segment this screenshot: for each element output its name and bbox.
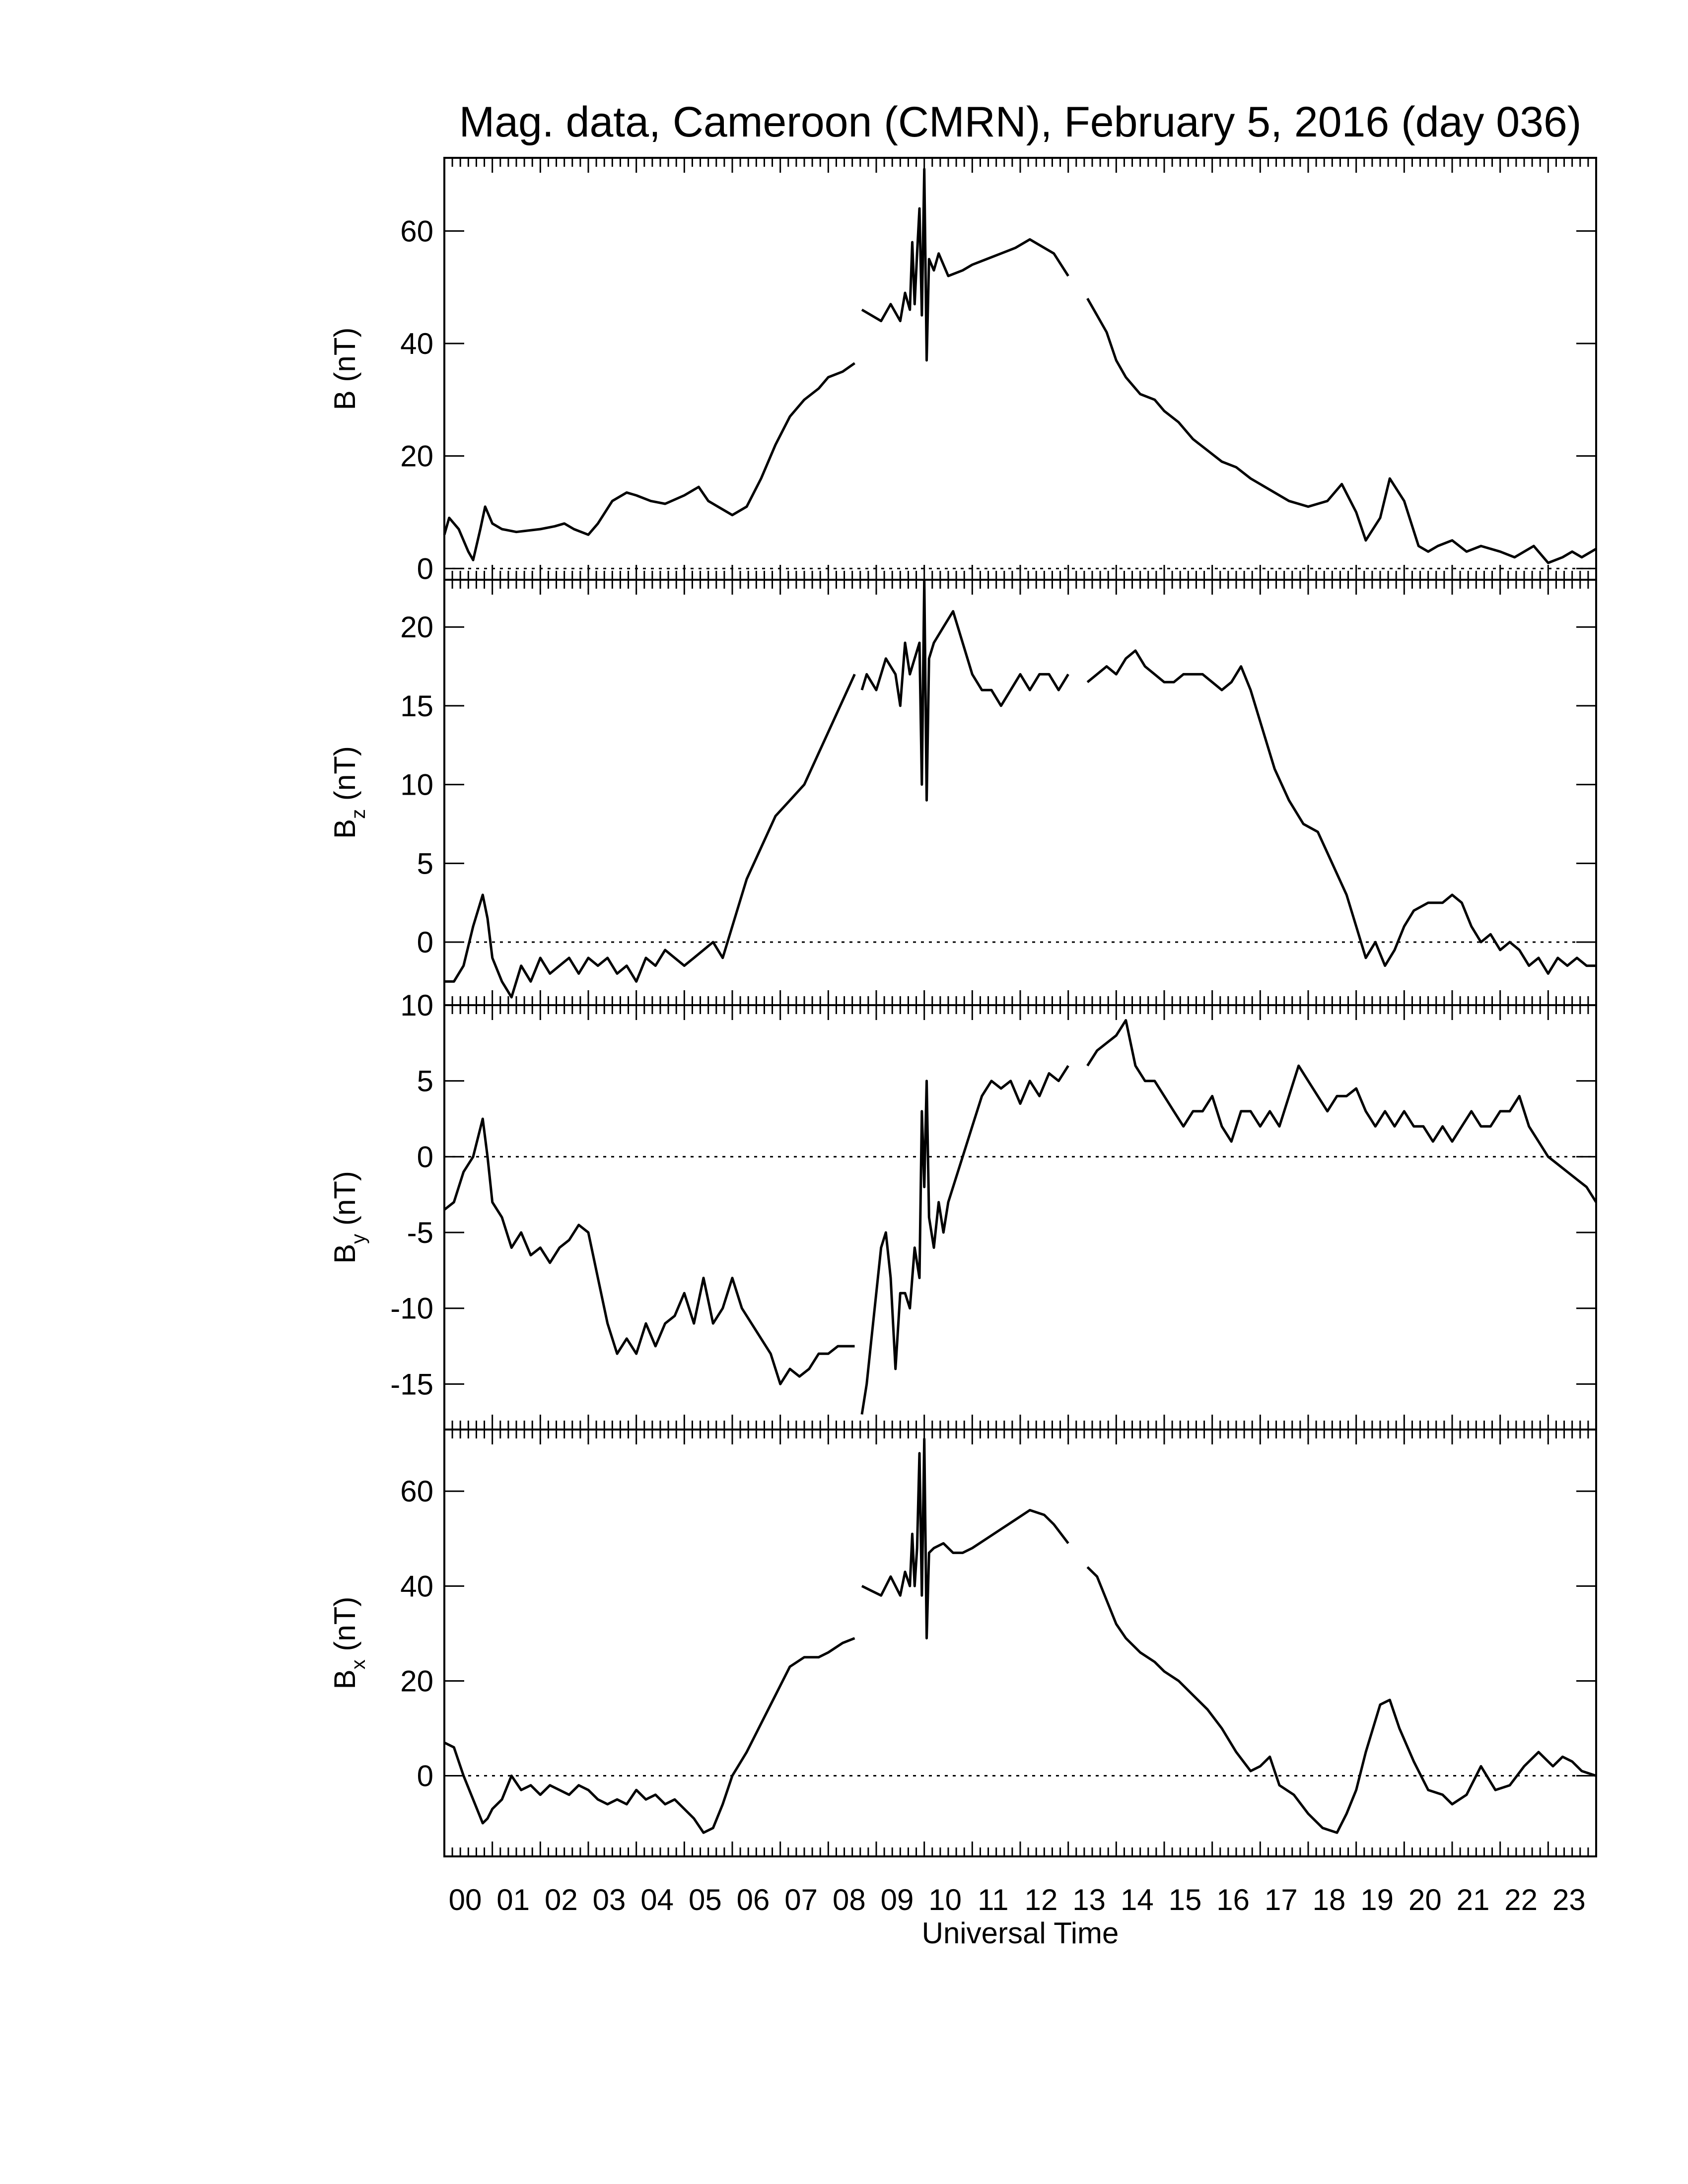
x-tick-label: 16 [1216, 1883, 1250, 1916]
x-tick-label: 00 [449, 1883, 482, 1916]
y-tick-label: 60 [400, 214, 433, 248]
panel-By: -15 -10 -5 0 5 10 By (nT) [328, 989, 1598, 1431]
series-B-segment-0 [443, 362, 855, 561]
x-tick-label: 04 [640, 1883, 674, 1916]
x-tick-label: 15 [1169, 1883, 1202, 1916]
y-tick-label: -10 [390, 1292, 433, 1325]
y-tick-label: -15 [390, 1367, 433, 1401]
y-axis-label-Bz: Bz (nT) [328, 746, 369, 839]
series-Bx-segment-2 [1086, 1566, 1597, 1834]
x-tick-label: 03 [593, 1883, 626, 1916]
x-tick-label: 01 [496, 1883, 530, 1916]
x-tick-label: 18 [1313, 1883, 1346, 1916]
x-axis-label: Universal Time [922, 1916, 1119, 1950]
y-tick-label: 5 [417, 1065, 433, 1098]
x-tick-label: 23 [1552, 1883, 1586, 1916]
series-By-segment-1 [860, 1065, 1069, 1415]
y-tick-label: 0 [417, 926, 433, 959]
x-tick-label: 19 [1360, 1883, 1394, 1916]
y-tick-label: 5 [417, 847, 433, 880]
y-tick-label: 10 [400, 768, 433, 802]
x-tick-label: 07 [784, 1883, 818, 1916]
x-tick-label: 14 [1121, 1883, 1154, 1916]
x-tick-label: 10 [928, 1883, 962, 1916]
series-Bx-segment-1 [861, 1437, 1069, 1639]
y-tick-label: 0 [417, 552, 433, 585]
series-B-segment-2 [1086, 298, 1597, 564]
series-Bz-segment-0 [444, 674, 856, 999]
x-tick-label: 05 [689, 1883, 722, 1916]
panel-Bx: 0 20 40 60 Bx (nT) [328, 1429, 1597, 1857]
x-tick-label: 20 [1408, 1883, 1442, 1916]
y-tick-label: 0 [417, 1140, 433, 1173]
panel-B: 0 20 40 60 B (nT) [328, 157, 1597, 585]
y-tick-label: -5 [407, 1216, 433, 1249]
series-Bz-segment-1 [860, 578, 1069, 802]
panel-frame [443, 1429, 1597, 1857]
y-tick-label: 60 [400, 1475, 433, 1508]
chart-title: Mag. data, Cameroon (CMRN), February 5, … [459, 98, 1582, 146]
series-By-segment-0 [443, 1117, 855, 1385]
x-tick-label: 06 [737, 1883, 770, 1916]
y-axis-label-By: By (nT) [328, 1171, 369, 1264]
series-Bx-segment-0 [443, 1637, 855, 1834]
y-tick-label: 20 [400, 611, 433, 644]
x-tick-label: 09 [881, 1883, 914, 1916]
series-Bz-segment-2 [1086, 649, 1596, 975]
x-tick-label: 17 [1265, 1883, 1298, 1916]
y-tick-label: 40 [400, 327, 433, 360]
series-By-segment-2 [1086, 1019, 1598, 1203]
y-tick-label: 10 [400, 989, 433, 1022]
y-axis-label-B: B (nT) [328, 328, 361, 410]
x-tick-label: 13 [1072, 1883, 1106, 1916]
y-tick-label: 20 [400, 440, 433, 473]
x-tick-label: 02 [545, 1883, 578, 1916]
x-tick-label: 22 [1504, 1883, 1538, 1916]
series-B-segment-1 [861, 168, 1069, 362]
y-tick-label: 40 [400, 1570, 433, 1603]
x-tick-label: 11 [978, 1883, 1008, 1916]
x-tick-label: 12 [1025, 1883, 1058, 1916]
y-tick-label: 20 [400, 1664, 433, 1698]
x-tick-label: 08 [833, 1883, 866, 1916]
y-tick-label: 15 [400, 689, 433, 723]
y-tick-label: 0 [417, 1760, 433, 1793]
x-tick-label: 21 [1457, 1883, 1490, 1916]
y-axis-label-Bx: Bx (nT) [328, 1597, 369, 1690]
